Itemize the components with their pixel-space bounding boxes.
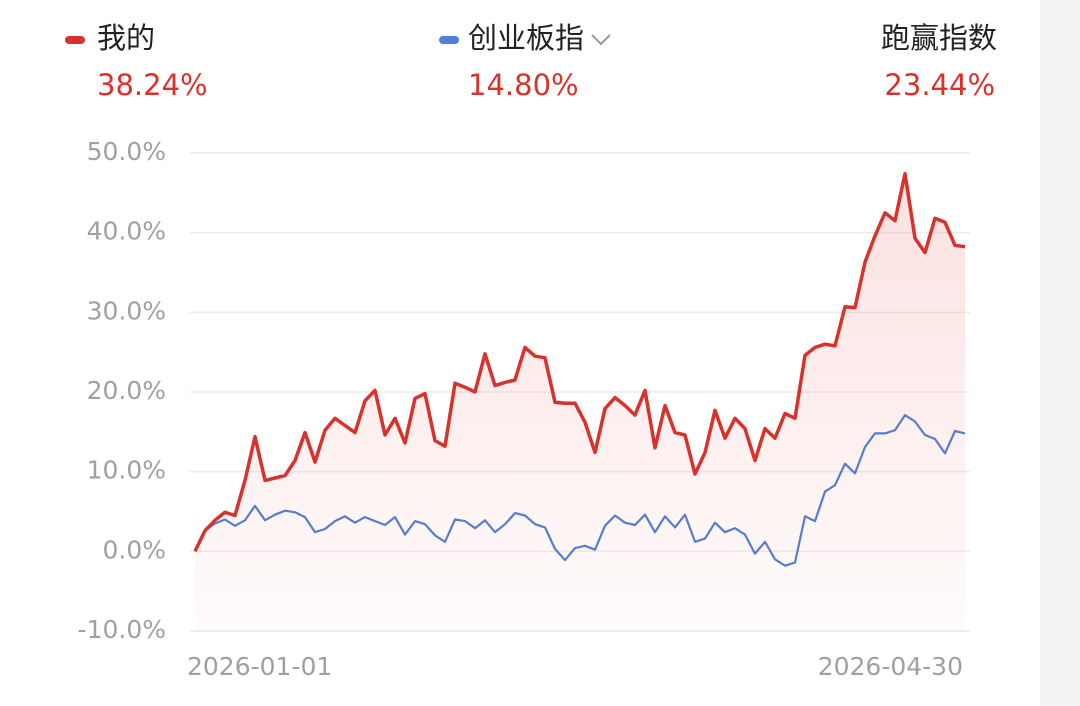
excess-label: 跑赢指数 <box>881 21 997 55</box>
legend-swatch[interactable] <box>439 36 459 44</box>
x-tick-label: 2026-01-01 <box>187 652 332 681</box>
legend-swatch <box>65 36 85 44</box>
y-tick-label: 50.0% <box>87 137 166 166</box>
dropdown-chevron[interactable] <box>591 34 611 46</box>
area <box>195 173 965 631</box>
y-tick-label: 40.0% <box>87 217 166 246</box>
y-tick-label: 20.0% <box>87 376 166 405</box>
y-tick-label: 30.0% <box>87 296 166 325</box>
side-strip <box>1040 0 1080 706</box>
y-tick-label: 0.0% <box>102 535 166 564</box>
legend-label[interactable]: 创业板指 <box>468 21 584 55</box>
index-return: 14.80% <box>468 68 579 102</box>
series-line <box>193 171 966 553</box>
y-tick-label: -10.0% <box>78 615 166 644</box>
series-return: 38.24% <box>97 68 208 102</box>
y-tick-label: 10.0% <box>87 456 166 485</box>
legend-label: 我的 <box>97 21 155 55</box>
x-tick-label: 2026-04-30 <box>818 652 963 681</box>
excess-return: 23.44% <box>884 68 995 102</box>
